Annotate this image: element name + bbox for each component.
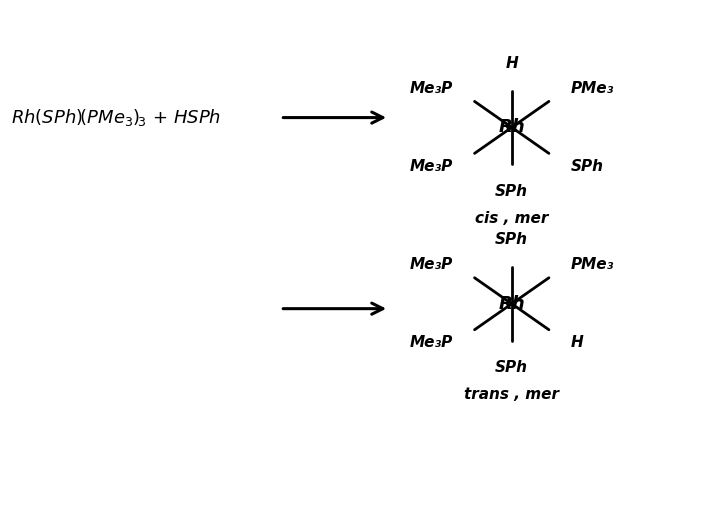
Text: Me₃P: Me₃P (409, 81, 453, 96)
Text: SPh: SPh (571, 159, 604, 174)
Text: SPh: SPh (495, 233, 529, 247)
Text: Me₃P: Me₃P (409, 159, 453, 174)
Text: trans , mer: trans , mer (464, 387, 559, 402)
Text: H: H (505, 56, 518, 71)
Text: PMe₃: PMe₃ (571, 81, 614, 96)
Text: http://qnint.sbq.org.br: http://qnint.sbq.org.br (539, 500, 693, 514)
Text: $\mathit{Rh}$$\mathit{\left(SPh\right)\!\left(PMe_3\right)_{\!3}}$$\ \mathit{+\ : $\mathit{Rh}$$\mathit{\left(SPh\right)\!… (11, 107, 221, 128)
Text: PMe₃: PMe₃ (571, 257, 614, 272)
Text: Rh: Rh (498, 295, 525, 313)
Text: Me₃P: Me₃P (409, 335, 453, 350)
Text: H: H (571, 335, 583, 350)
Text: SPh: SPh (495, 360, 529, 375)
Text: SPh: SPh (495, 184, 529, 199)
Text: Rh: Rh (498, 118, 525, 136)
Text: cis , mer: cis , mer (475, 211, 548, 225)
Text: Me₃P: Me₃P (409, 257, 453, 272)
Text: SBQ: SBQ (8, 499, 44, 515)
